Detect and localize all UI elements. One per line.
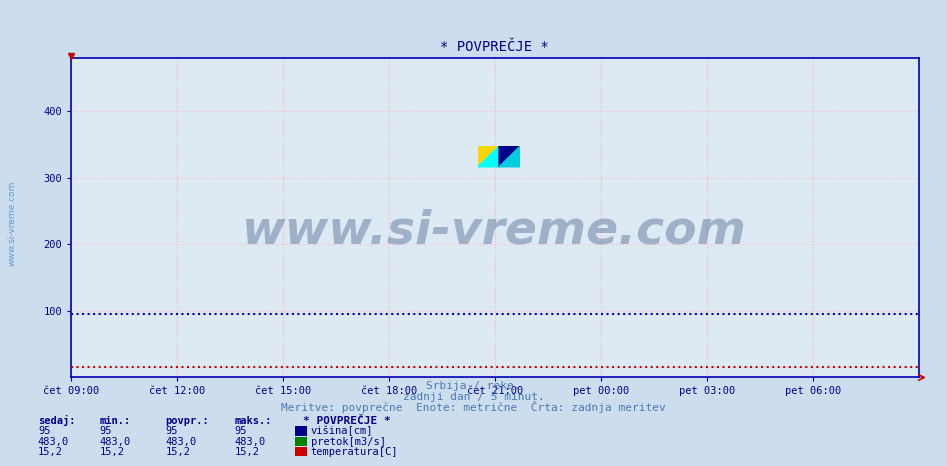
- Title: * POVPREČJE *: * POVPREČJE *: [440, 40, 549, 55]
- Text: 483,0: 483,0: [235, 437, 266, 446]
- Text: 95: 95: [166, 426, 178, 436]
- Text: Meritve: povprečne  Enote: metrične  Črta: zadnja meritev: Meritve: povprečne Enote: metrične Črta:…: [281, 401, 666, 412]
- Text: www.si-vreme.com: www.si-vreme.com: [242, 208, 747, 253]
- Text: * POVPREČJE *: * POVPREČJE *: [303, 416, 391, 426]
- Text: www.si-vreme.com: www.si-vreme.com: [8, 181, 17, 267]
- Polygon shape: [499, 146, 520, 167]
- Text: temperatura[C]: temperatura[C]: [311, 447, 398, 457]
- Text: 15,2: 15,2: [166, 447, 190, 457]
- Text: 95: 95: [99, 426, 112, 436]
- Polygon shape: [478, 146, 499, 167]
- Text: 15,2: 15,2: [99, 447, 124, 457]
- Text: min.:: min.:: [99, 416, 131, 426]
- Text: 483,0: 483,0: [99, 437, 131, 446]
- Text: povpr.:: povpr.:: [166, 416, 209, 426]
- Polygon shape: [478, 146, 499, 167]
- Text: višina[cm]: višina[cm]: [311, 426, 373, 436]
- Text: 95: 95: [235, 426, 247, 436]
- Text: 95: 95: [38, 426, 50, 436]
- Text: 483,0: 483,0: [38, 437, 69, 446]
- Text: 483,0: 483,0: [166, 437, 197, 446]
- Text: 15,2: 15,2: [235, 447, 259, 457]
- Text: 15,2: 15,2: [38, 447, 63, 457]
- Text: Srbija / reke.: Srbija / reke.: [426, 381, 521, 391]
- Text: maks.:: maks.:: [235, 416, 273, 426]
- Text: sedaj:: sedaj:: [38, 415, 76, 426]
- Text: pretok[m3/s]: pretok[m3/s]: [311, 437, 385, 446]
- Polygon shape: [499, 146, 520, 167]
- Text: zadnji dan / 5 minut.: zadnji dan / 5 minut.: [402, 392, 545, 402]
